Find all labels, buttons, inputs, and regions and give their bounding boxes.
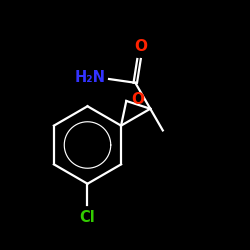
- Text: O: O: [134, 38, 147, 54]
- Text: Cl: Cl: [80, 210, 95, 224]
- Text: H₂N: H₂N: [74, 70, 105, 85]
- Text: O: O: [131, 92, 144, 107]
